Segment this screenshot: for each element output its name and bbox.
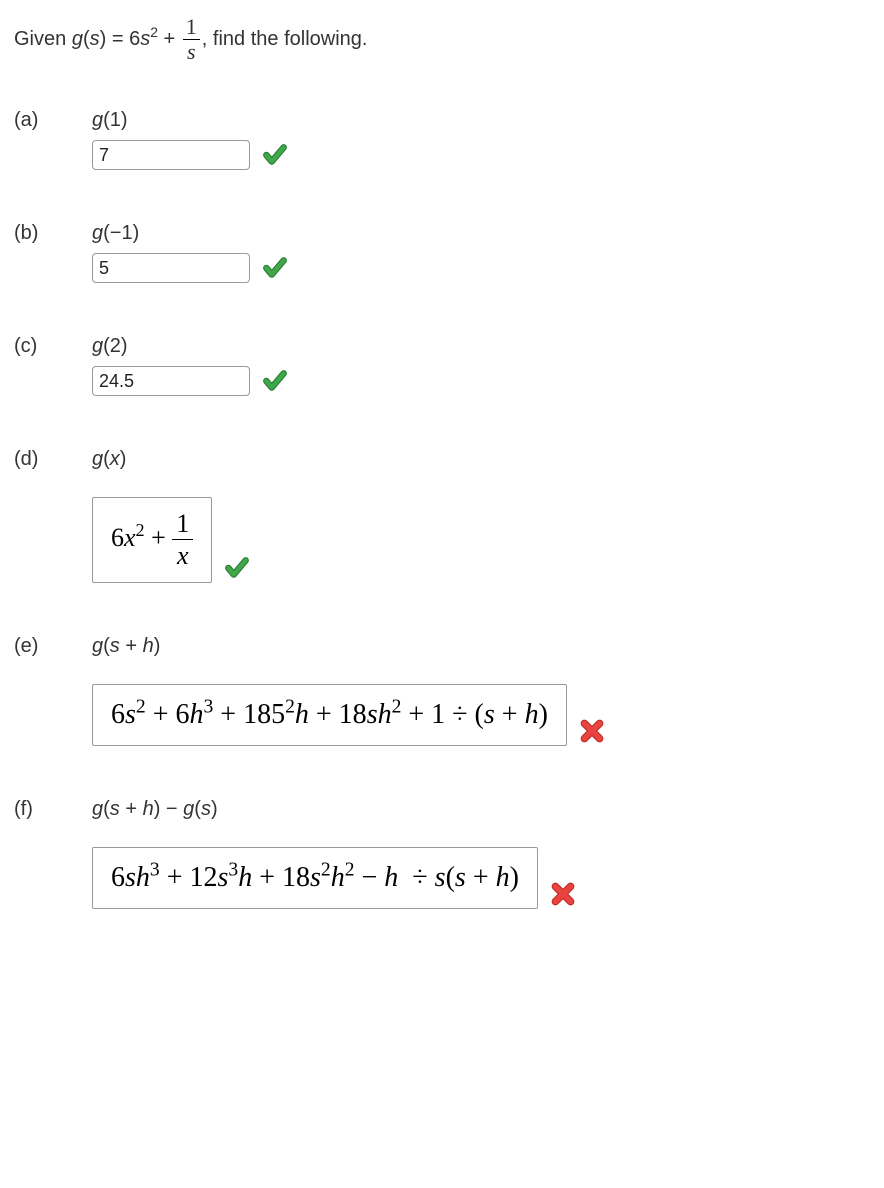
part-question-e: g(s + h) [92,635,160,658]
part-question-c: g(2) [92,335,128,358]
qarg-a: (1) [103,109,127,131]
answer-expression-d[interactable]: 6x2 + 1x [92,497,212,583]
answer-input-a[interactable] [92,140,250,170]
qfunc-a: g [92,109,103,131]
part-label-b: (b) [14,222,92,245]
part-label-e: (e) [14,635,92,658]
cross-icon [579,718,605,744]
part-question-a: g(1) [92,109,128,132]
answer-expression-e[interactable]: 6s2 + 6h3 + 1852h + 18sh2 + 1 ÷ (s + h) [92,684,567,746]
qarg-d: (x) [103,448,126,470]
prompt-fraction: 1s [181,16,202,63]
fraction-num: 1 [183,16,200,40]
prompt-var: s [90,28,100,50]
checkmark-icon [262,368,288,394]
qfunc-e: g [92,635,103,657]
checkmark-icon [224,555,250,581]
prompt-plus: + [158,28,181,50]
checkmark-icon [262,255,288,281]
answer-input-b[interactable] [92,253,250,283]
answer-input-c[interactable] [92,366,250,396]
problem-prompt: Given g(s) = 6s2 + 1s, find the followin… [14,16,870,63]
qfunc-b: g [92,222,103,244]
prompt-tail: , find the following. [202,28,368,50]
qfunc-d: g [92,448,103,470]
part-label-d: (d) [14,448,92,471]
part-question-b: g(−1) [92,222,139,245]
fraction-den: s [183,40,200,63]
part-question-f: g(s + h) − g(s) [92,798,218,821]
cross-icon [550,881,576,907]
checkmark-icon [262,142,288,168]
part-question-d: g(x) [92,448,126,471]
prompt-lead: Given [14,28,72,50]
qarg-c: (2) [103,335,127,357]
part-label-f: (f) [14,798,92,821]
part-label-a: (a) [14,109,92,132]
prompt-eq: = 6 [106,28,140,50]
qfunc-c: g [92,335,103,357]
qarg-f: (s + h) − g(s) [103,798,218,820]
qfunc-f: g [92,798,103,820]
qarg-b: (−1) [103,222,139,244]
qarg-e: (s + h) [103,635,160,657]
prompt-var-s: s [140,28,150,50]
part-label-c: (c) [14,335,92,358]
prompt-sq: 2 [150,24,158,40]
prompt-func: g [72,28,83,50]
answer-expression-f[interactable]: 6sh3 + 12s3h + 18s2h2 − h ÷ s(s + h) [92,847,538,909]
